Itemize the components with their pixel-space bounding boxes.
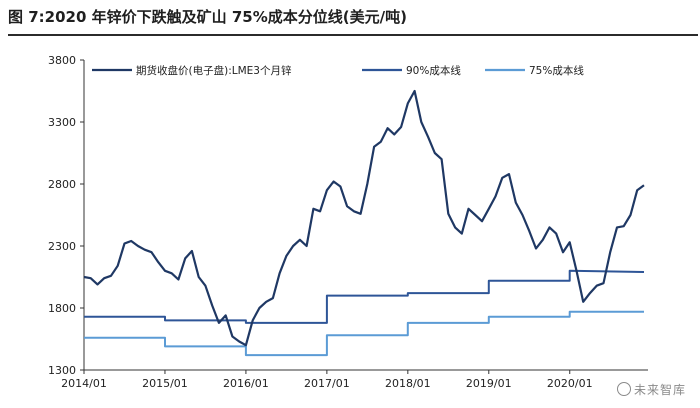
x-tick-label: 2018/01 bbox=[385, 377, 431, 390]
page-title: 图 7:2020 年锌价下跌触及矿山 75%成本分位线(美元/吨) bbox=[8, 8, 407, 26]
x-tick-label: 2015/01 bbox=[142, 377, 188, 390]
legend-label-2: 75%成本线 bbox=[529, 64, 584, 77]
y-tick-label: 3800 bbox=[48, 54, 76, 67]
chart-series bbox=[83, 89, 645, 357]
y-tick-label: 2800 bbox=[48, 178, 76, 191]
chart-legend: 期货收盘价(电子盘):LME3个月锌 90%成本线 75%成本线 bbox=[92, 64, 584, 77]
x-tick-label: 2017/01 bbox=[304, 377, 350, 390]
legend-label-0: 期货收盘价(电子盘):LME3个月锌 bbox=[136, 64, 292, 77]
watermark: 未来智库 bbox=[616, 381, 686, 398]
y-tick-label: 1300 bbox=[48, 364, 76, 377]
title-divider bbox=[8, 34, 698, 36]
wechat-icon bbox=[616, 382, 631, 396]
series-line-0 bbox=[83, 89, 645, 347]
watermark-text: 未来智库 bbox=[633, 383, 686, 397]
legend-label-1: 90%成本线 bbox=[406, 64, 461, 77]
x-tick-label: 2019/01 bbox=[466, 377, 512, 390]
y-tick-label: 3300 bbox=[48, 116, 76, 129]
chart-axes: 1300 1800 2300 2800 3300 3800 2014/01 2015/01 20… bbox=[48, 54, 648, 390]
y-tick-label: 1800 bbox=[48, 302, 76, 315]
y-tick-label: 2300 bbox=[48, 240, 76, 253]
series-line-1 bbox=[84, 269, 645, 324]
x-tick-label: 2014/01 bbox=[61, 377, 107, 390]
series-line-2 bbox=[84, 310, 644, 357]
x-tick-label: 2020/01 bbox=[547, 377, 593, 390]
x-tick-label: 2016/01 bbox=[223, 377, 269, 390]
